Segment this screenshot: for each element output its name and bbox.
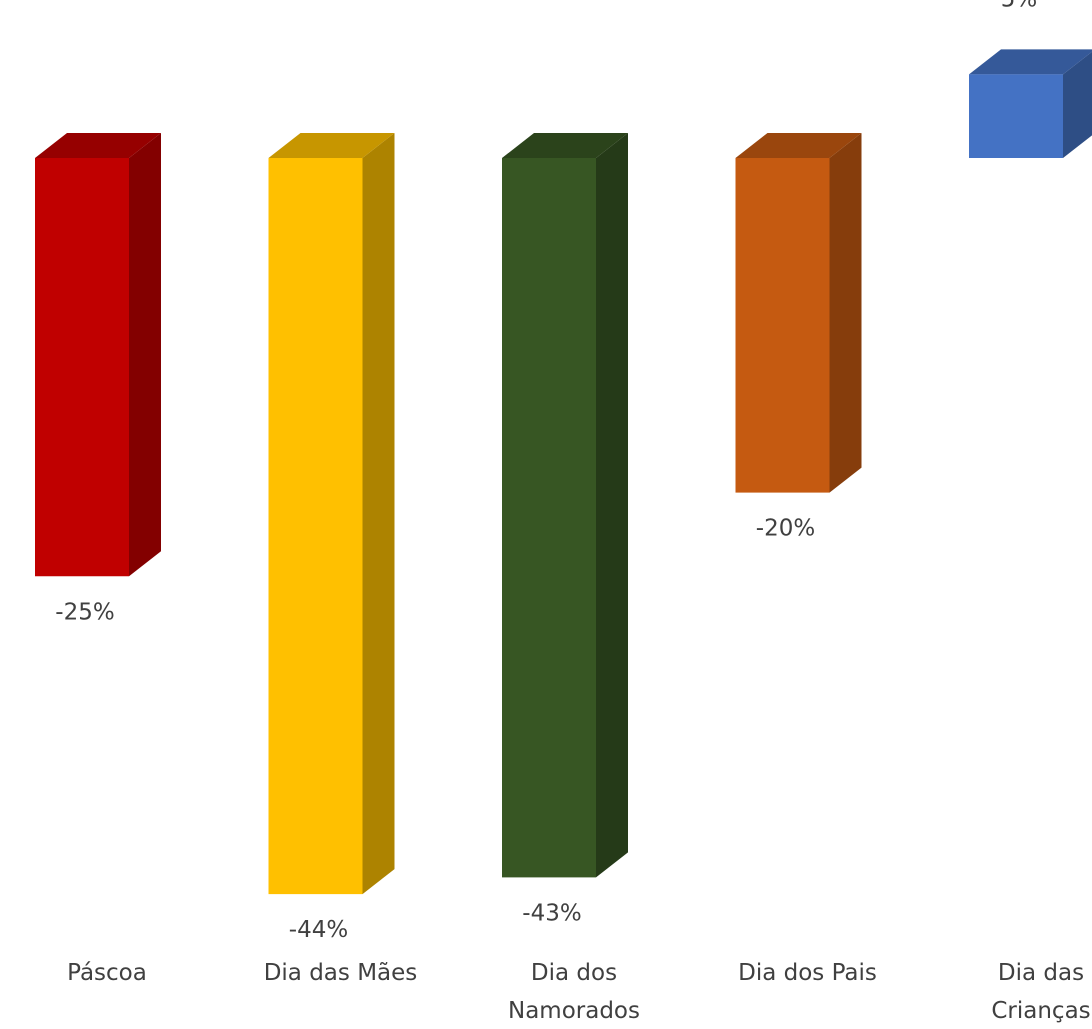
bar-side-dia-dos-namorados <box>596 133 628 878</box>
category-label-pascoa: Páscoa <box>67 960 147 986</box>
bar-top-dia-das-criancas <box>969 49 1092 75</box>
bar-side-dia-dos-pais <box>829 133 862 493</box>
category-label-dia-das-criancas: Crianças <box>991 998 1090 1024</box>
bar-top-pascoa <box>35 133 161 158</box>
bar-pascoa <box>35 158 129 577</box>
bar-dia-dos-pais <box>735 158 830 493</box>
data-label-dia-das-maes: -44% <box>289 917 348 943</box>
bar-dia-dos-namorados <box>502 158 596 878</box>
bar-side-dia-das-maes <box>362 133 395 895</box>
data-label-dia-dos-pais: -20% <box>756 516 815 542</box>
data-label-dia-dos-namorados: -43% <box>522 900 581 926</box>
data-label-pascoa: -25% <box>55 599 114 625</box>
category-label-dia-dos-namorados: Namorados <box>508 998 640 1024</box>
category-label-dia-dos-namorados: Dia dos <box>531 960 617 986</box>
bar-dia-das-criancas <box>969 74 1063 158</box>
bar-top-dia-dos-namorados <box>502 133 628 158</box>
bar-side-pascoa <box>129 133 161 577</box>
bar-top-dia-dos-pais <box>735 133 862 158</box>
bar-dia-das-maes <box>268 158 363 895</box>
bar-top-dia-das-maes <box>268 133 395 158</box>
data-label-dia-das-criancas: 5% <box>1001 0 1038 12</box>
category-label-dia-das-criancas: Dia das <box>998 960 1084 986</box>
bar-side-dia-das-criancas <box>1063 51 1092 158</box>
category-label-dia-dos-pais: Dia dos Pais <box>738 960 877 986</box>
category-label-dia-das-maes: Dia das Mães <box>264 960 418 986</box>
